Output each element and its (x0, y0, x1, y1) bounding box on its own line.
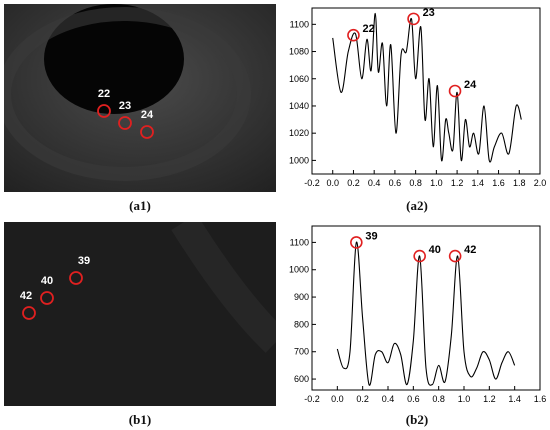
marker-circle (118, 116, 132, 130)
marker-label: 40 (41, 275, 53, 287)
x-tick-label: 2.0 (534, 178, 547, 188)
annotation-circle (413, 249, 426, 263)
annotation-label: 23 (423, 7, 435, 19)
x-tick-label: 0.4 (382, 394, 395, 404)
caption-b2: (b2) (405, 412, 429, 427)
y-tick-label: 1000 (289, 155, 309, 165)
y-tick-label: 1000 (289, 265, 309, 275)
plot-frame (311, 225, 541, 391)
annotation-label: 39 (365, 230, 377, 242)
marker-label: 23 (119, 100, 131, 112)
y-tick-label: 1100 (290, 19, 309, 29)
cavity-rim (4, 7, 251, 181)
marker-label: 22 (98, 88, 110, 100)
y-tick-label: 800 (294, 319, 309, 329)
x-tick-label: 1.4 (508, 394, 521, 404)
marker-circle (97, 104, 111, 118)
dark-cavity (44, 4, 184, 114)
x-tick-label: 1.2 (451, 178, 464, 188)
annotation-circle (448, 249, 462, 263)
x-tick-label: 1.8 (513, 178, 526, 188)
annotation-circle (350, 236, 363, 249)
marker-label: 42 (20, 290, 32, 302)
x-tick-label: 0.0 (331, 394, 344, 404)
marker-label: 39 (78, 255, 90, 267)
y-tick-label: 1060 (289, 74, 309, 84)
y-tick-label: 1020 (289, 128, 309, 138)
x-tick-label: 0.0 (326, 178, 339, 188)
y-tick-label: 700 (294, 347, 309, 357)
x-tick-label: 0.8 (432, 394, 445, 404)
x-tick-label: 0.4 (368, 178, 381, 188)
image-b1-canvas: 39 40 42 (4, 222, 276, 406)
x-tick-label: 1.2 (483, 394, 496, 404)
annotation-label: 40 (429, 244, 441, 256)
y-tick-label: 1080 (289, 47, 309, 57)
image-b1: 39 40 42 (4, 222, 276, 406)
image-a1-canvas: 22 23 24 (4, 4, 276, 192)
series-line (332, 12, 522, 163)
x-tick-label: 0.8 (409, 178, 422, 188)
x-tick-label: 1.4 (472, 178, 485, 188)
annotation-label: 42 (464, 244, 476, 256)
x-tick-label: 1.0 (430, 178, 443, 188)
chart-b2: -0.2 0.0 0.2 0.4 0.6 0.8 1.0 1.2 1.4 1.6 600 700 800… (282, 222, 548, 410)
x-tick-label: 1.0 (458, 394, 471, 404)
x-tick-label: -0.2 (304, 178, 320, 188)
annotation-label: 24 (464, 79, 477, 91)
marker-circle (22, 306, 36, 320)
x-tick-label: 0.2 (356, 394, 369, 404)
marker-label: 24 (141, 109, 154, 121)
caption-a1: (a1) (129, 198, 151, 213)
y-tick-label: 900 (294, 292, 309, 302)
caption-a2: (a2) (406, 198, 428, 213)
marker-circle (69, 271, 83, 285)
x-tick-label: -0.2 (304, 394, 320, 404)
chart-a2-svg: -0.2 0.0 0.2 0.4 0.6 0.8 1.0 1.2 1.4 1.6 1.8 2.0 100… (289, 7, 547, 188)
marker-circle (40, 291, 54, 305)
x-tick-label: 0.2 (347, 178, 360, 188)
annotation-circle (407, 12, 420, 26)
annotation-circle (347, 28, 360, 42)
y-tick-label: 1040 (289, 101, 309, 111)
y-tick-label: 600 (294, 374, 309, 384)
faint-streak (171, 222, 276, 353)
annotation-circle (448, 84, 462, 98)
chart-b2-svg: -0.2 0.0 0.2 0.4 0.6 0.8 1.0 1.2 1.4 1.6 600 700 800… (289, 225, 547, 404)
chart-a2: -0.2 0.0 0.2 0.4 0.6 0.8 1.0 1.2 1.4 1.6 1.8 2.0 100… (282, 4, 548, 194)
image-a1: 22 23 24 (4, 4, 276, 192)
annotation-label: 22 (362, 23, 374, 35)
plot-frame (311, 7, 541, 175)
series-line (336, 241, 516, 386)
x-tick-label: 0.6 (407, 394, 420, 404)
x-tick-label: 0.6 (389, 178, 402, 188)
x-tick-label: 1.6 (492, 178, 505, 188)
caption-b1: (b1) (128, 412, 152, 427)
marker-circle (140, 125, 154, 139)
x-tick-label: 1.6 (534, 394, 547, 404)
y-tick-label: 1100 (290, 237, 309, 247)
